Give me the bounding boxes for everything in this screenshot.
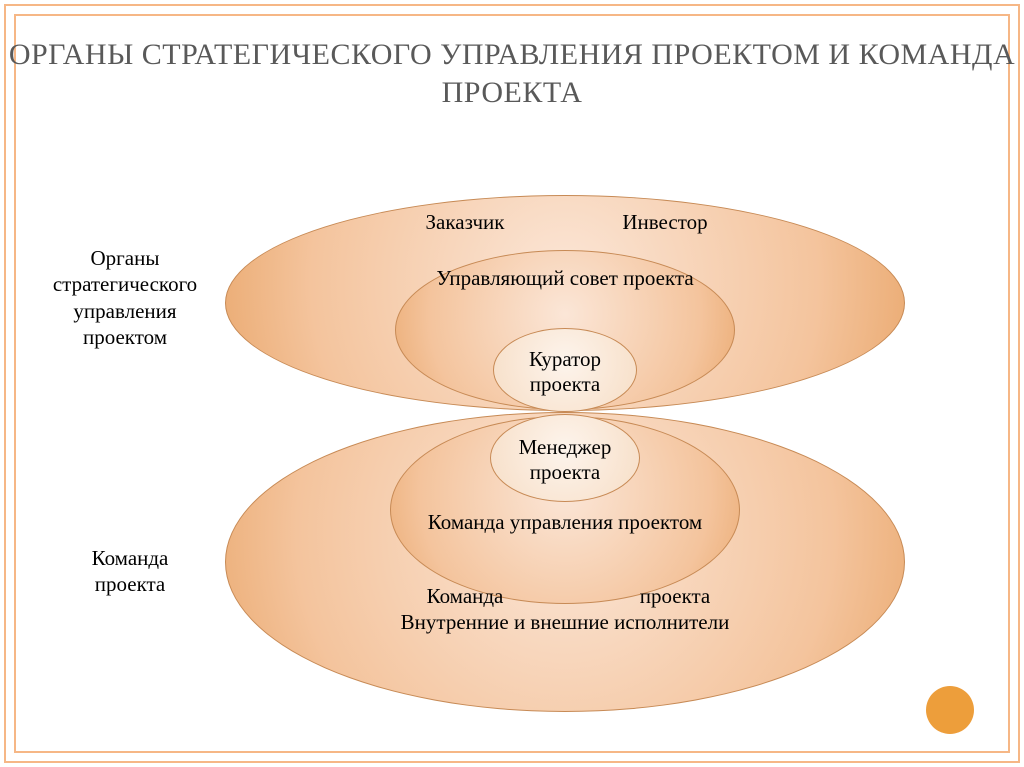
label-team-word2: проекта (590, 584, 760, 609)
accent-circle-icon (926, 686, 974, 734)
label-curator: Куратор проекта (495, 347, 635, 397)
side-label-strategic-bodies: Органы стратегического управления проект… (40, 245, 210, 350)
diagram-container: Заказчик Инвестор Управляющий совет прое… (0, 195, 1024, 735)
side-label-project-team: Команда проекта (55, 545, 205, 598)
label-steering-council: Управляющий совет проекта (430, 266, 700, 291)
label-mgmt-team: Команда управления проектом (405, 510, 725, 535)
slide-title: ОРГАНЫ СТРАТЕГИЧЕСКОГО УПРАВЛЕНИЯ ПРОЕКТ… (0, 36, 1024, 111)
label-executors: Внутренние и внешние исполнители (340, 610, 790, 635)
label-manager: Менеджер проекта (490, 435, 640, 485)
label-customer: Заказчик (380, 210, 550, 235)
label-investor: Инвестор (580, 210, 750, 235)
label-team-word1: Команда (380, 584, 550, 609)
